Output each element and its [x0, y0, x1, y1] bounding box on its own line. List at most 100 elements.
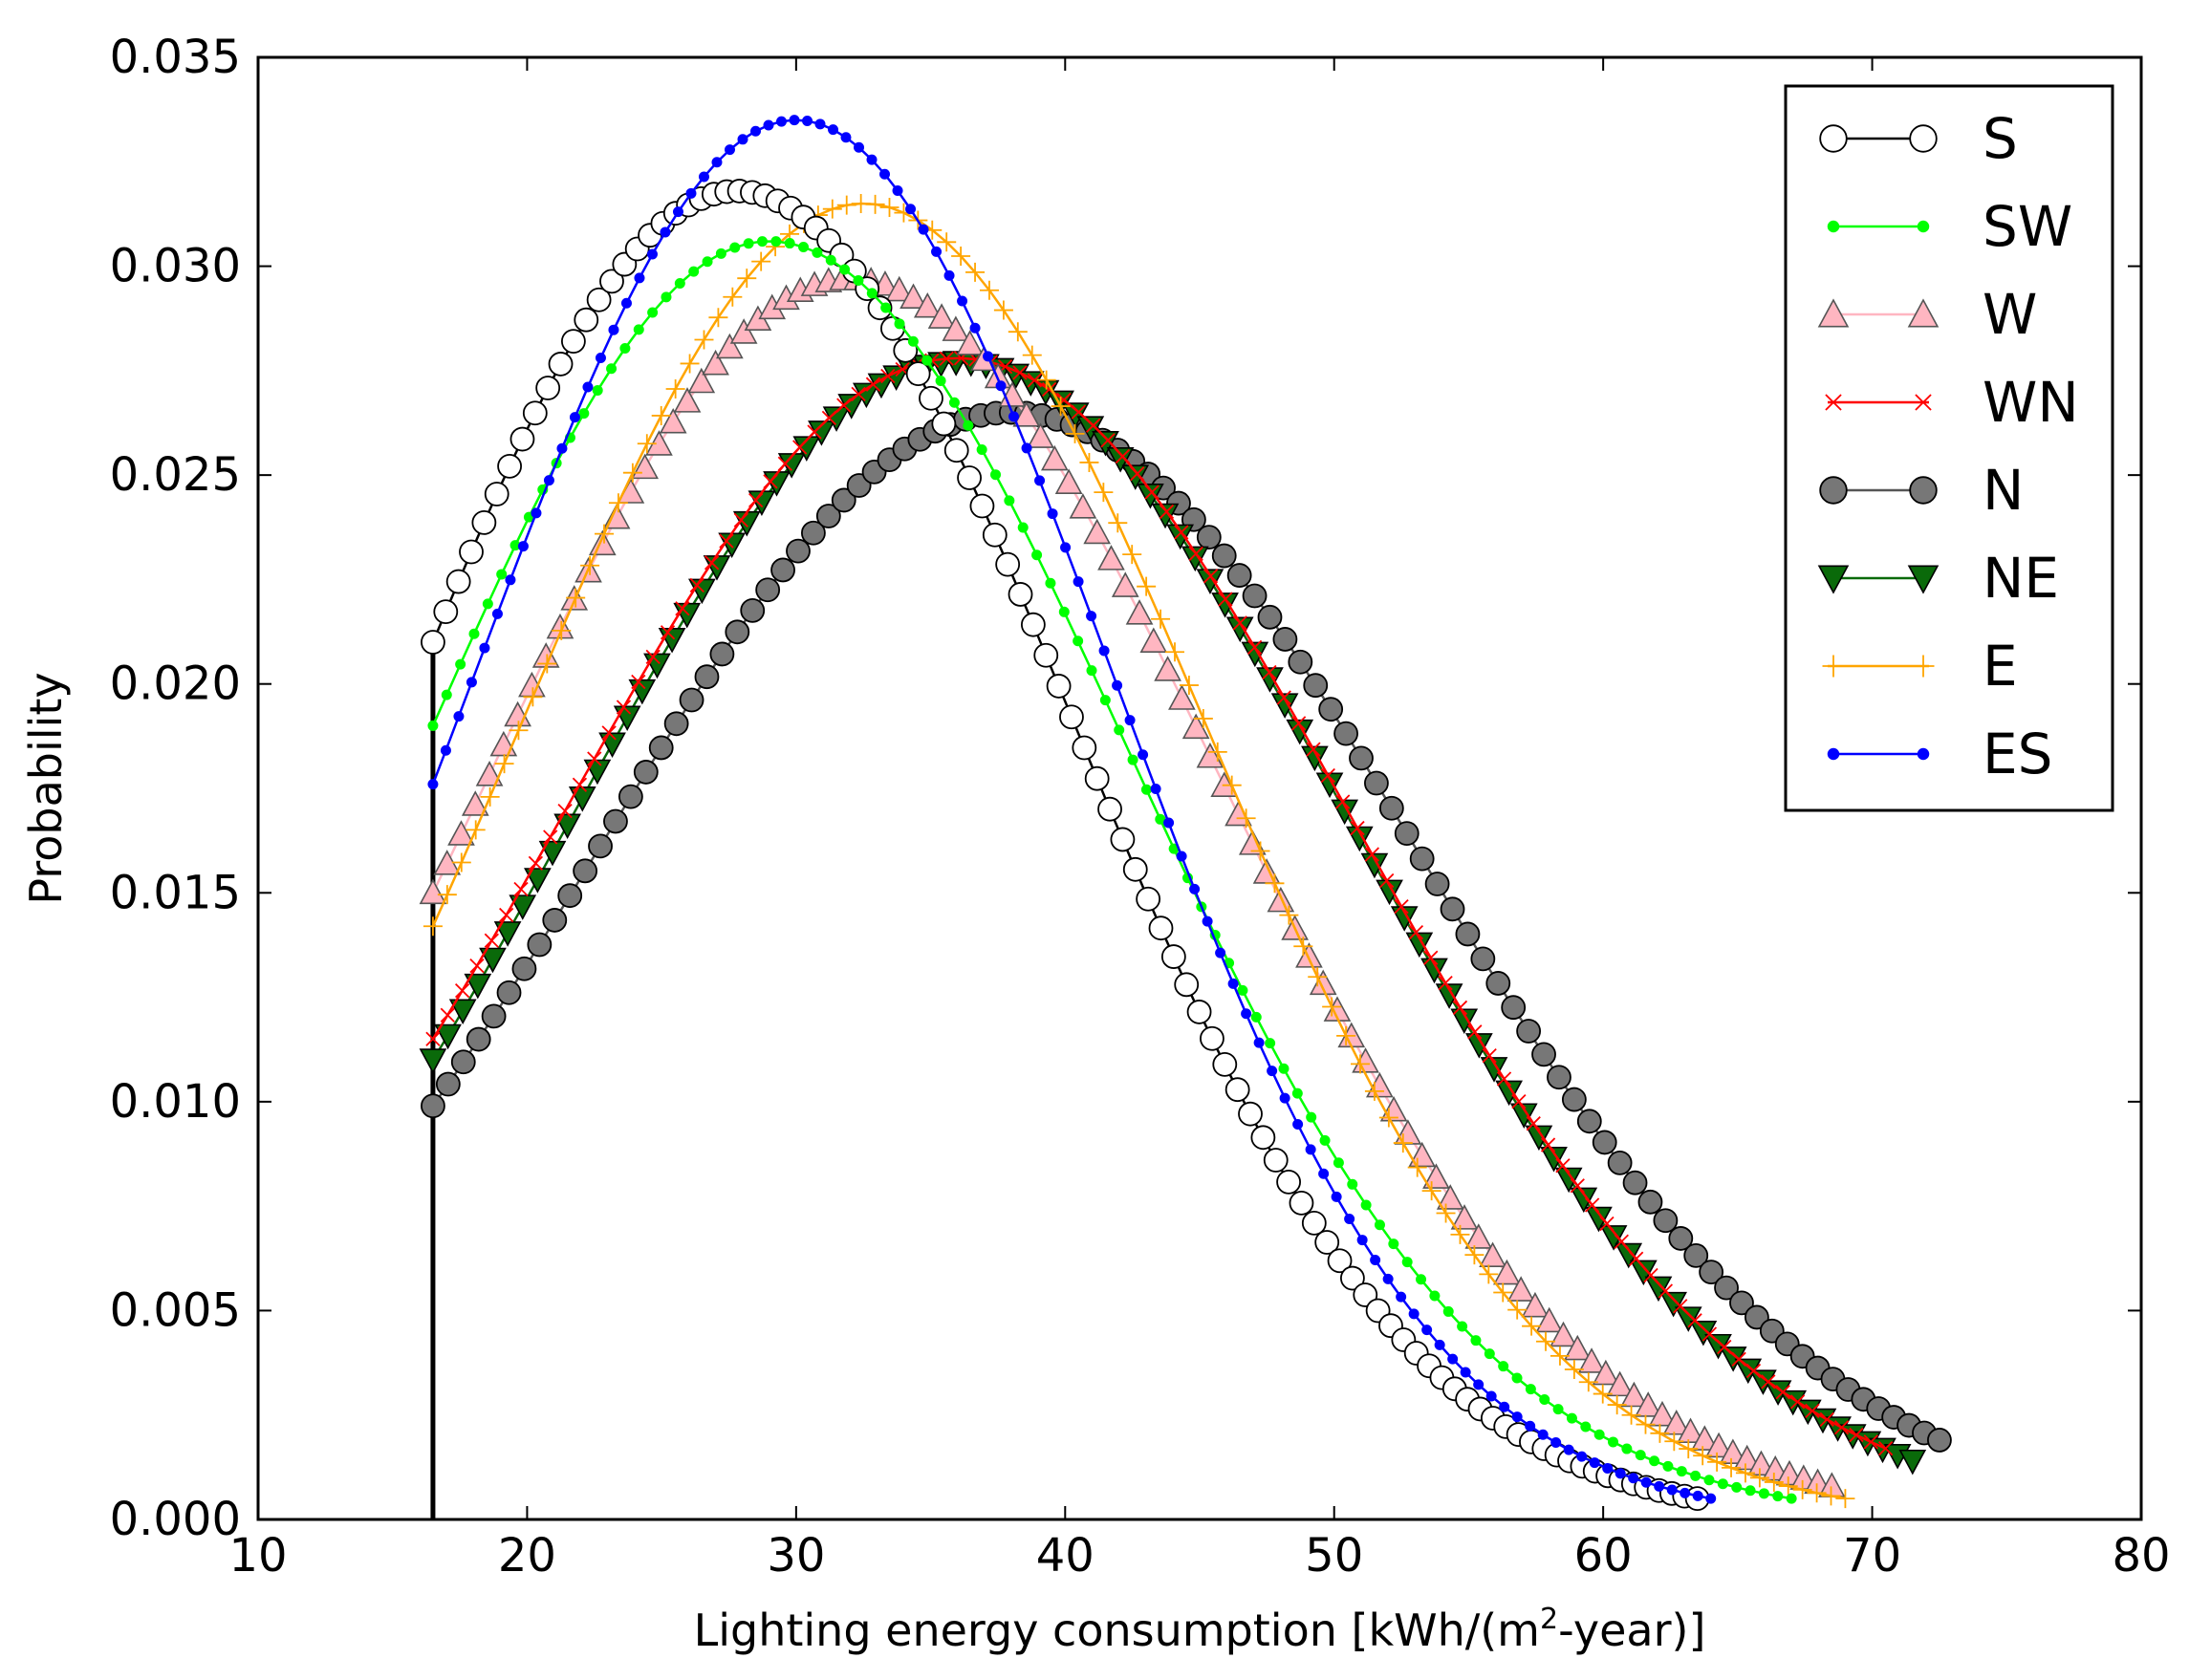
- data-point-e: [1308, 967, 1328, 987]
- data-point-w: [1181, 713, 1210, 740]
- data-point-s: [1148, 915, 1174, 941]
- data-point-sw: [1319, 1134, 1331, 1146]
- data-point-n: [1909, 476, 1938, 505]
- series-line-sw: [431, 240, 1792, 1500]
- data-point-e: [1265, 873, 1285, 894]
- data-point-es: [1215, 947, 1226, 958]
- legend-label: N: [1983, 458, 2024, 523]
- data-point-e: [1008, 322, 1028, 342]
- data-point-es: [918, 224, 929, 235]
- data-point-e: [1179, 676, 1199, 696]
- data-point-s: [548, 352, 574, 377]
- data-point-e: [665, 378, 685, 398]
- data-point-wn: [425, 1031, 441, 1046]
- data-point-n: [618, 784, 643, 809]
- data-point-w: [1577, 1347, 1606, 1373]
- y-tick-label: 0.015: [110, 866, 241, 919]
- data-point-w: [1493, 1259, 1521, 1285]
- data-point-e: [694, 330, 714, 350]
- data-point-es: [505, 574, 516, 586]
- data-point-ne: [1286, 719, 1314, 745]
- data-point-n: [450, 1049, 476, 1075]
- data-point-w: [1125, 599, 1154, 625]
- y-tick-label: 0.010: [110, 1075, 241, 1129]
- data-point-w: [1620, 1381, 1648, 1408]
- data-point-wn: [1701, 1326, 1718, 1342]
- data-point-sw: [1772, 1491, 1784, 1502]
- data-point-n: [573, 858, 598, 884]
- x-tick-label: 50: [1305, 1529, 1363, 1583]
- data-point-s: [1008, 582, 1033, 607]
- data-point-s: [560, 329, 586, 355]
- data-point-es: [1680, 1487, 1691, 1498]
- data-point-wn: [1246, 639, 1263, 656]
- data-point-ne: [1585, 1206, 1613, 1233]
- data-point-sw: [1388, 1238, 1399, 1250]
- data-point-n: [770, 557, 795, 583]
- data-point-e: [1479, 1264, 1499, 1284]
- data-point-wn: [1188, 546, 1203, 562]
- data-point-sw: [825, 254, 836, 266]
- data-point-wn: [1555, 1158, 1571, 1174]
- data-point-e: [1749, 1468, 1769, 1488]
- data-point-w: [1563, 1334, 1592, 1361]
- data-point-e: [1722, 1457, 1742, 1477]
- data-point-e: [1051, 397, 1071, 417]
- data-point-wn: [1789, 1394, 1806, 1410]
- data-point-wn: [1599, 1216, 1615, 1232]
- data-point-s: [574, 307, 599, 333]
- data-point-w: [475, 761, 504, 786]
- data-point-sw: [990, 469, 1002, 481]
- x-axis-label-superscript: 2: [1540, 1603, 1558, 1636]
- data-point-e: [1693, 1446, 1713, 1466]
- data-point-wn: [587, 751, 602, 766]
- data-point-n: [1729, 1290, 1754, 1316]
- data-point-e: [1137, 576, 1157, 596]
- data-point-n: [527, 932, 553, 958]
- data-point-w: [1719, 1438, 1747, 1465]
- data-point-w: [1012, 401, 1041, 427]
- data-point-es: [1563, 1444, 1574, 1455]
- data-point-sw: [1114, 724, 1125, 736]
- data-point-wn: [484, 933, 499, 948]
- data-point-e: [1778, 1476, 1798, 1497]
- data-point-wn: [1144, 485, 1160, 500]
- data-point-w: [899, 283, 927, 309]
- data-point-es: [1112, 679, 1123, 691]
- data-point-w: [1097, 545, 1125, 571]
- data-point-n: [603, 808, 628, 834]
- data-point-wn: [1658, 1283, 1674, 1299]
- data-point-ne: [1435, 983, 1463, 1009]
- data-point-s: [1238, 1101, 1263, 1127]
- data-point-es: [1692, 1490, 1703, 1501]
- legend-label: W: [1983, 282, 2037, 347]
- data-point-sw: [812, 247, 823, 258]
- data-point-s: [599, 269, 624, 294]
- data-point-es: [1640, 1476, 1652, 1488]
- data-point-wn: [807, 424, 822, 440]
- data-point-s: [1020, 612, 1046, 637]
- data-point-es: [1150, 784, 1161, 795]
- data-point-es: [1060, 542, 1072, 553]
- data-point-s: [421, 630, 445, 655]
- data-point-wn: [689, 577, 704, 593]
- data-point-wn: [1452, 1000, 1468, 1016]
- data-point-sw: [729, 242, 741, 253]
- data-point-es: [1827, 747, 1840, 761]
- data-point-s: [1314, 1230, 1340, 1255]
- data-point-es: [776, 116, 788, 127]
- data-point-n: [709, 641, 735, 667]
- data-point-w: [1606, 1370, 1634, 1397]
- data-point-w: [702, 349, 729, 376]
- data-point-e: [1912, 655, 1935, 678]
- data-point-w: [956, 330, 984, 355]
- data-point-ne: [1405, 932, 1434, 958]
- data-point-n: [557, 883, 583, 909]
- data-point-es: [440, 744, 451, 756]
- data-point-es: [1098, 645, 1110, 657]
- data-point-n: [496, 980, 522, 1005]
- data-point-e: [1336, 1025, 1356, 1045]
- data-point-n: [1561, 1087, 1587, 1112]
- legend-item-n: N: [1819, 458, 2024, 523]
